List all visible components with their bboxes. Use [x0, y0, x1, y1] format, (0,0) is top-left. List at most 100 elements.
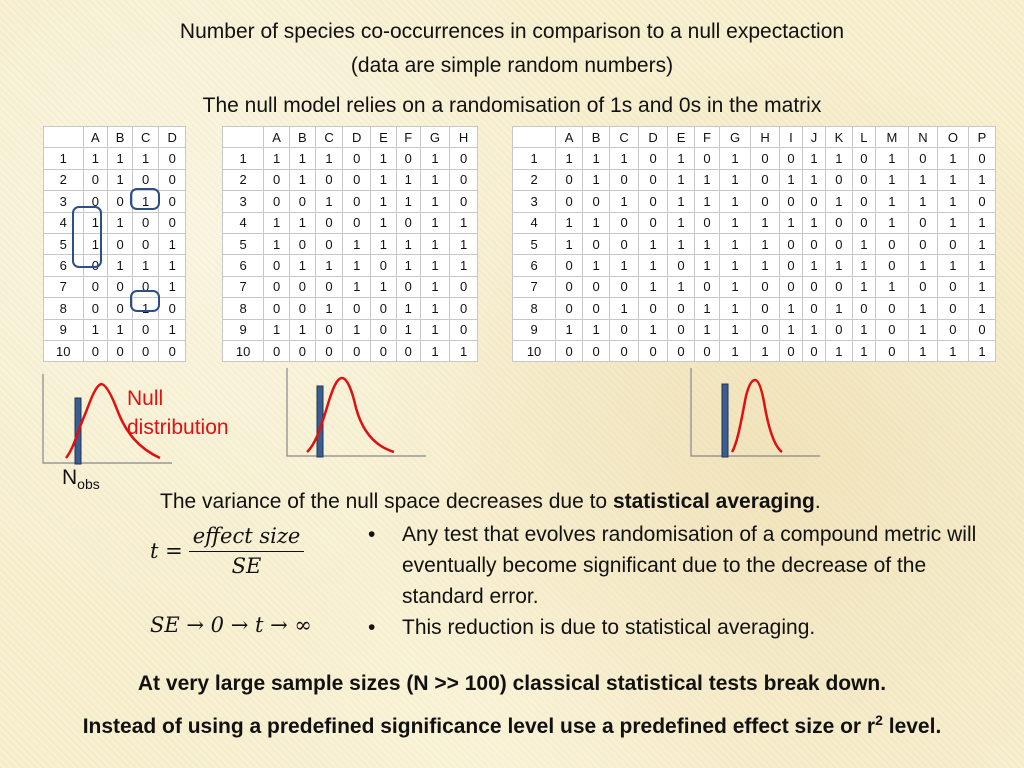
matrix-cell: 1 — [718, 275, 752, 299]
matrix-cell: 0 — [936, 232, 969, 256]
matrix-cell: 1 — [694, 190, 720, 213]
matrix-cell: 1 — [263, 318, 290, 341]
matrix-column-header: D — [158, 125, 186, 149]
matrix-cell: 0 — [555, 190, 584, 213]
conclusion-2-text: Instead of using a predefined significan… — [82, 715, 876, 738]
matrix-cell: 1 — [694, 297, 720, 320]
observed-bar — [721, 383, 729, 458]
matrix-cell: 1 — [555, 147, 584, 170]
matrix-row-label: 3 — [221, 190, 265, 213]
matrix-row-label: 7 — [43, 275, 84, 299]
matrix-column-header: I — [779, 125, 803, 149]
null-label-line2: distribution — [127, 416, 229, 439]
matrix-cell: 1 — [555, 211, 584, 234]
matrix-cell: 1 — [449, 254, 478, 277]
matrix-cell: 0 — [936, 318, 969, 341]
matrix-cell: 0 — [694, 147, 720, 170]
matrix-row-label: 2 — [221, 168, 265, 192]
matrix-cell: 0 — [967, 190, 997, 213]
matrix-column-header: H — [750, 125, 780, 149]
matrix-cell: 1 — [288, 147, 316, 170]
matrix-cell: 1 — [131, 147, 160, 170]
matrix-cell: 1 — [419, 190, 451, 213]
matrix-cell: 1 — [874, 275, 909, 299]
matrix-column-header — [221, 125, 265, 149]
matrix-cell: 1 — [694, 168, 720, 192]
matrix-row-label: 8 — [511, 297, 557, 320]
matrix-cell: 0 — [555, 254, 584, 277]
conclusion-2-sup: 2 — [875, 712, 883, 728]
matrix-cell: 0 — [370, 318, 397, 341]
matrix-cell: 0 — [314, 318, 344, 341]
matrix-cell: 0 — [582, 297, 611, 320]
matrix-cell: 1 — [419, 211, 451, 234]
matrix-cell: 0 — [370, 254, 397, 277]
matrix-cell: 1 — [263, 147, 290, 170]
matrix-cell: 0 — [824, 232, 853, 256]
matrix-cell: 1 — [750, 232, 780, 256]
matrix-cell: 0 — [874, 254, 909, 277]
matrix-cell: 1 — [419, 339, 451, 363]
matrix-cell: 1 — [967, 211, 997, 234]
matrix-cell: 0 — [907, 147, 938, 170]
matrix-cell: 1 — [718, 168, 752, 192]
matrix-cell: 1 — [582, 147, 611, 170]
matrix-cell: 1 — [667, 275, 696, 299]
matrix-cell: 0 — [694, 339, 720, 363]
matrix-cell: 1 — [801, 147, 826, 170]
matrix-cell: 1 — [907, 254, 938, 277]
matrix-cell: 0 — [449, 147, 478, 170]
matrix-row-label: 5 — [511, 232, 557, 256]
matrix-cell: 0 — [801, 232, 826, 256]
matrix-cell: 0 — [779, 232, 803, 256]
conclusion-2: Instead of using a predefined significan… — [0, 712, 1024, 739]
matrix-cell: 1 — [82, 147, 109, 170]
matrix-cell: 1 — [370, 190, 397, 213]
matrix-cell: 1 — [107, 318, 133, 341]
matrix-cell: 1 — [419, 254, 451, 277]
matrix-cell: 0 — [694, 275, 720, 299]
matrix-cell: 1 — [288, 318, 316, 341]
matrix-cell: 1 — [395, 318, 421, 341]
matrix-cell: 0 — [638, 297, 669, 320]
matrix-cell: 1 — [395, 254, 421, 277]
matrix-cell: 1 — [288, 168, 316, 192]
matrix-cell: 0 — [314, 232, 344, 256]
matrix-row-label: 8 — [221, 297, 265, 320]
matrix-cell: 1 — [824, 190, 853, 213]
matrix-cell: 1 — [967, 232, 997, 256]
matrix-cell: 1 — [638, 275, 669, 299]
matrix-cell: 1 — [874, 211, 909, 234]
matrix-cell: 1 — [936, 168, 969, 192]
matrix-cell: 1 — [314, 147, 344, 170]
matrix-column-header: B — [288, 125, 316, 149]
matrix-cell: 1 — [370, 147, 397, 170]
matrix-cell: 1 — [779, 211, 803, 234]
matrix-cell: 1 — [801, 318, 826, 341]
matrix-cell: 0 — [555, 275, 584, 299]
matrix-cell: 1 — [907, 168, 938, 192]
matrix-cell: 0 — [967, 147, 997, 170]
matrix-cell: 1 — [824, 147, 853, 170]
matrix-cell: 1 — [874, 190, 909, 213]
matrix-cell: 1 — [449, 339, 478, 363]
matrix-cell: 1 — [718, 339, 752, 363]
matrix-cell: 1 — [609, 190, 640, 213]
matrix-cell: 0 — [936, 275, 969, 299]
matrix-cell: 0 — [801, 297, 826, 320]
highlight-cell-c3 — [130, 188, 160, 210]
matrix-cell: 0 — [370, 339, 397, 363]
matrix-cell: 1 — [718, 297, 752, 320]
matrix-cell: 0 — [874, 232, 909, 256]
matrix-cell: 1 — [667, 232, 696, 256]
formula-lhs: t = — [150, 539, 183, 563]
matrix-cell: 0 — [263, 275, 290, 299]
matrix-cell: 0 — [638, 339, 669, 363]
matrix-cell: 0 — [263, 254, 290, 277]
matrix-cell: 0 — [874, 339, 909, 363]
matrix-cell: 1 — [694, 254, 720, 277]
